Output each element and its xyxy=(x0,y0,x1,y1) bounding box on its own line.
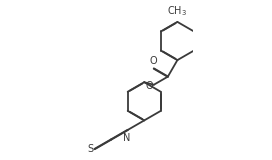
Text: S: S xyxy=(87,144,94,154)
Text: N: N xyxy=(123,133,130,143)
Text: O: O xyxy=(149,56,157,66)
Text: CH$_3$: CH$_3$ xyxy=(167,5,187,18)
Text: O: O xyxy=(146,81,153,91)
